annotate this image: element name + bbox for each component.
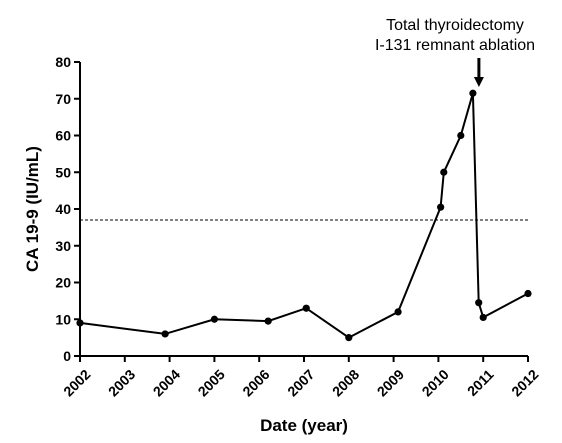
annotation: Total thyroidectomy I-131 remnant ablati… bbox=[375, 17, 535, 87]
y-tick-label: 20 bbox=[55, 275, 71, 291]
data-point bbox=[440, 168, 448, 176]
y-tick-label: 80 bbox=[55, 54, 71, 70]
data-point bbox=[264, 317, 272, 325]
series-line bbox=[79, 92, 529, 339]
data-point bbox=[302, 304, 310, 312]
x-axis-ticks: 2002 2003 2004 2005 2006 2007 2008 2009 2010 2011… bbox=[60, 356, 542, 400]
y-tick-label: 0 bbox=[63, 348, 71, 364]
data-point bbox=[457, 131, 465, 140]
y-axis-ticks: 0 10 20 30 40 50 60 70 80 bbox=[55, 54, 80, 364]
x-axis-title: Date (year) bbox=[260, 416, 348, 435]
x-tick-label: 2010 bbox=[419, 366, 452, 399]
data-points bbox=[76, 89, 532, 342]
y-tick-label: 40 bbox=[55, 201, 71, 217]
x-tick-label: 2006 bbox=[239, 366, 272, 399]
data-point bbox=[437, 203, 445, 211]
data-point bbox=[394, 308, 402, 316]
data-point bbox=[161, 330, 169, 338]
x-tick-label: 2007 bbox=[284, 366, 317, 399]
y-tick-label: 10 bbox=[55, 311, 71, 327]
data-point bbox=[479, 313, 487, 322]
y-tick-label: 60 bbox=[55, 128, 71, 144]
data-point bbox=[345, 334, 353, 342]
x-tick-label: 2011 bbox=[464, 366, 497, 399]
annotation-line-1: Total thyroidectomy bbox=[386, 17, 524, 34]
data-point bbox=[524, 289, 532, 298]
x-tick-label: 2008 bbox=[329, 366, 362, 399]
y-axis-title: CA 19-9 (IU/mL) bbox=[23, 146, 42, 272]
annotation-line-2: I-131 remnant ablation bbox=[375, 37, 535, 54]
data-point bbox=[210, 315, 218, 323]
x-tick-label: 2009 bbox=[374, 366, 407, 399]
data-point bbox=[76, 319, 84, 327]
y-tick-label: 50 bbox=[55, 164, 71, 180]
y-tick-label: 30 bbox=[55, 238, 71, 254]
data-point bbox=[475, 299, 483, 307]
x-tick-label: 2002 bbox=[60, 366, 93, 399]
y-tick-label: 70 bbox=[55, 91, 71, 107]
data-point bbox=[469, 89, 477, 97]
x-tick-label: 2012 bbox=[508, 366, 541, 399]
x-tick-label: 2003 bbox=[105, 366, 138, 399]
x-tick-label: 2004 bbox=[150, 366, 183, 399]
x-tick-label: 2005 bbox=[195, 366, 228, 399]
